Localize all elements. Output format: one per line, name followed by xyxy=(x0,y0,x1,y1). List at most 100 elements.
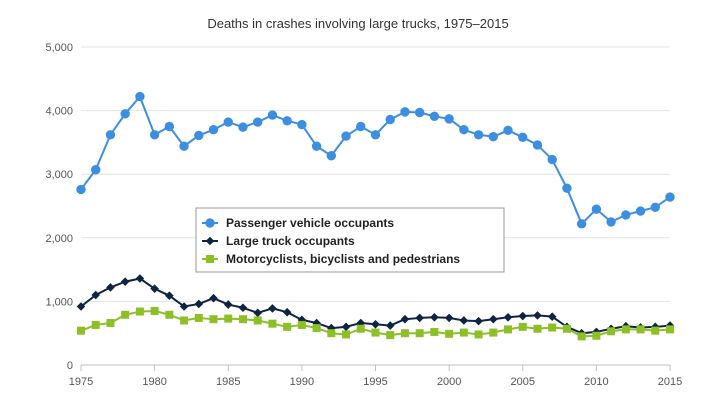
data-point xyxy=(650,202,660,212)
data-point xyxy=(607,327,616,336)
data-point xyxy=(356,121,366,132)
data-point xyxy=(268,304,277,313)
data-point xyxy=(297,315,307,325)
data-point xyxy=(268,319,277,328)
data-point xyxy=(385,114,395,125)
data-point xyxy=(120,277,130,286)
data-point xyxy=(576,219,587,229)
data-point xyxy=(666,325,674,334)
data-point xyxy=(164,121,175,132)
data-point xyxy=(135,274,145,283)
data-point xyxy=(547,154,557,165)
data-point xyxy=(341,131,351,141)
data-point xyxy=(224,314,233,323)
data-point xyxy=(562,183,572,193)
data-point xyxy=(341,322,351,332)
data-point xyxy=(179,302,189,311)
data-point xyxy=(326,151,337,161)
data-point xyxy=(282,116,292,126)
legend-item[interactable]: Large truck occupants xyxy=(202,234,355,248)
data-point xyxy=(297,119,307,130)
y-tick-label: 2,000 xyxy=(45,233,73,245)
data-point xyxy=(150,284,159,293)
data-point xyxy=(503,125,513,136)
data-point xyxy=(121,310,130,319)
data-point xyxy=(489,328,498,337)
data-point xyxy=(135,307,144,316)
data-point xyxy=(429,111,440,122)
data-point xyxy=(209,315,218,324)
data-point xyxy=(312,318,321,328)
data-point xyxy=(503,313,513,322)
legend: Passenger vehicle occupants Large truck o… xyxy=(195,207,505,273)
legend-box xyxy=(195,207,505,273)
legend-label: Passenger vehicle occupants xyxy=(226,216,394,230)
legend-item[interactable]: Motorcyclists, bicyclists and pedestrian… xyxy=(202,252,460,266)
data-point xyxy=(636,325,645,334)
data-point xyxy=(253,308,262,318)
data-point xyxy=(518,311,528,321)
legend-marker xyxy=(205,218,215,228)
data-point xyxy=(621,210,631,220)
data-point xyxy=(533,324,542,333)
data-point xyxy=(238,303,248,313)
series-1 xyxy=(76,91,675,229)
data-point xyxy=(651,326,660,335)
data-point xyxy=(106,283,115,292)
x-tick-label: 2000 xyxy=(437,376,461,388)
series-2 xyxy=(76,274,675,338)
data-point xyxy=(415,313,424,323)
data-point xyxy=(312,324,321,333)
x-tick-label: 1990 xyxy=(290,376,314,388)
series-line xyxy=(80,95,671,225)
legend-item[interactable]: Passenger vehicle occupants xyxy=(202,216,394,230)
data-point xyxy=(327,329,336,338)
data-point xyxy=(105,130,116,140)
y-tick-label: 0 xyxy=(67,360,73,372)
data-point xyxy=(547,312,557,321)
data-point xyxy=(194,299,204,309)
data-point xyxy=(165,291,174,300)
data-point xyxy=(459,124,469,135)
data-point xyxy=(444,313,454,323)
data-point xyxy=(474,316,483,326)
data-point xyxy=(209,293,218,303)
data-point xyxy=(370,130,381,140)
series-3 xyxy=(77,306,674,341)
data-point xyxy=(400,314,410,324)
x-tick-label: 2005 xyxy=(511,376,535,388)
data-point xyxy=(504,325,513,334)
data-point xyxy=(445,329,454,338)
data-point xyxy=(533,311,542,320)
data-point xyxy=(430,327,439,336)
data-point xyxy=(253,316,262,325)
x-tick-label: 1985 xyxy=(216,376,240,388)
data-point xyxy=(621,325,630,334)
data-point xyxy=(106,319,115,328)
data-point xyxy=(149,130,160,140)
data-point xyxy=(488,131,498,142)
data-point xyxy=(91,290,101,300)
data-point xyxy=(489,314,498,324)
data-point xyxy=(548,323,557,332)
data-point xyxy=(635,206,646,216)
data-point xyxy=(91,165,101,175)
data-point xyxy=(180,316,189,325)
data-point xyxy=(194,313,203,322)
data-point xyxy=(179,141,189,151)
data-point xyxy=(371,328,380,337)
x-tick-label: 1980 xyxy=(142,376,166,388)
data-point xyxy=(400,329,409,338)
y-tick-label: 3,000 xyxy=(45,169,73,181)
data-point xyxy=(532,140,543,150)
data-point xyxy=(371,319,380,329)
data-point xyxy=(282,307,292,317)
data-point xyxy=(518,132,528,143)
data-point xyxy=(356,324,365,333)
y-tick-label: 1,000 xyxy=(45,296,73,308)
data-point xyxy=(223,117,233,127)
data-point xyxy=(473,130,484,140)
data-point xyxy=(223,300,233,309)
data-point xyxy=(342,330,351,339)
